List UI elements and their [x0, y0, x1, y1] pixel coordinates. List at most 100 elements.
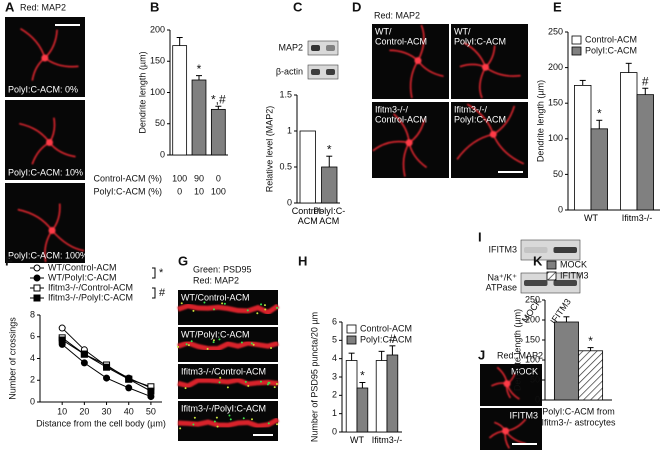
puncta [213, 420, 216, 423]
image-label: IFITM3 [510, 410, 539, 420]
puncta [206, 347, 209, 350]
y-tick-label: 1 [332, 408, 337, 418]
lane-label: IFITM3 [548, 297, 573, 326]
y-tick-label: 100 [548, 133, 563, 143]
puncta [219, 376, 222, 379]
panel-letter: C [293, 0, 303, 14]
puncta [221, 302, 224, 305]
category: WT [584, 213, 598, 223]
image-label: WT/Control-ACM [181, 292, 250, 302]
puncta [267, 422, 270, 425]
marker [58, 324, 66, 332]
panel-letter: K [533, 253, 543, 268]
panel-letter: H [298, 253, 307, 268]
puncta [185, 343, 188, 346]
y-tick-label: 150 [525, 334, 540, 344]
panel-letter: D [352, 0, 361, 14]
bar [356, 387, 369, 433]
significance: * [597, 106, 602, 120]
bar [375, 360, 388, 433]
x-tick-label: WT [584, 213, 598, 223]
x-tick-label: WT [350, 435, 364, 445]
panel-letter: E [553, 0, 562, 14]
soma [405, 139, 413, 147]
puncta [193, 416, 196, 419]
soma [489, 130, 497, 138]
y-tick-label: 0 [332, 426, 337, 436]
puncta [250, 342, 253, 345]
image-label: PolyI:C-ACM: 100% [8, 250, 88, 260]
puncta [266, 383, 269, 386]
y-tick-label: 100 [525, 354, 540, 364]
panel-letter: B [150, 0, 159, 14]
y-tick-label: 50 [530, 374, 540, 384]
blot [307, 40, 339, 56]
marker [103, 374, 111, 382]
image-label: WT/ [375, 26, 392, 36]
puncta [190, 340, 193, 343]
puncta [252, 343, 255, 346]
blot-band [553, 247, 577, 253]
puncta [226, 386, 229, 389]
panel-title: Red: MAP2 [20, 2, 66, 12]
dendrite [177, 377, 279, 389]
table-value: 10 [194, 186, 204, 196]
x-tick-label: Control-ACM [291, 206, 324, 226]
legend-swatch [346, 324, 357, 334]
bar [321, 166, 338, 204]
neuron [19, 117, 76, 165]
image-label: WT/PolyI:C-ACM [181, 329, 250, 339]
blot-band [311, 45, 320, 51]
legend-label: Ifitm3-/-/PolyI:C-ACM [48, 292, 133, 302]
y-tick-label: 100 [150, 87, 165, 97]
puncta [179, 427, 182, 430]
bar [299, 130, 316, 204]
puncta [218, 381, 221, 384]
dendrite [417, 24, 425, 62]
significance: # [159, 287, 166, 299]
puncta [276, 423, 279, 426]
puncta [229, 418, 232, 421]
image-label: Control-ACM [375, 36, 427, 46]
table-value: 0 [216, 173, 221, 183]
panel-title: Red: MAP2 [374, 10, 420, 20]
y-tick-label: 4 [332, 353, 337, 363]
image-label: Ifitm3-/-/ [454, 104, 487, 114]
dendrite [177, 417, 280, 429]
puncta [187, 344, 190, 347]
panel-title: Red: MAP2 [193, 275, 239, 285]
soma [46, 139, 54, 147]
category: Ifitm3-/- [372, 435, 403, 445]
significance: *,# [211, 92, 226, 106]
legend-label: IFITM3 [560, 270, 589, 280]
legend-swatch [571, 35, 582, 45]
category: PolyI:C-ACM [313, 206, 345, 226]
micrograph [5, 100, 85, 180]
dendrite [177, 340, 279, 352]
image-label: PolyI:C-ACM: 0% [8, 84, 78, 94]
table-label: Control-ACM (%) [93, 173, 162, 183]
puncta [246, 309, 249, 312]
marker [125, 384, 133, 392]
marker [80, 350, 88, 358]
marker [125, 375, 133, 383]
y-tick-label: 200 [150, 24, 165, 34]
legend-label: MOCK [560, 259, 587, 269]
blot-band [553, 280, 577, 286]
category: Ifitm3-/- [622, 213, 653, 223]
y-tick-label: 2 [332, 390, 337, 400]
panel-letter: G [178, 253, 188, 268]
y-tick-label: 0 [287, 197, 292, 207]
puncta [270, 347, 273, 350]
legend-label: WT/Control-ACM [48, 262, 117, 272]
legend-label: Control-ACM [360, 323, 412, 333]
puncta [212, 308, 215, 311]
puncta [263, 304, 266, 307]
x-tick-label: 30 [102, 406, 112, 416]
y-axis-label: Dendrite length (µm) [137, 51, 147, 133]
blot-label: β-actin [276, 66, 303, 76]
soma [481, 63, 489, 71]
marker [103, 363, 111, 371]
neuron [372, 113, 428, 177]
